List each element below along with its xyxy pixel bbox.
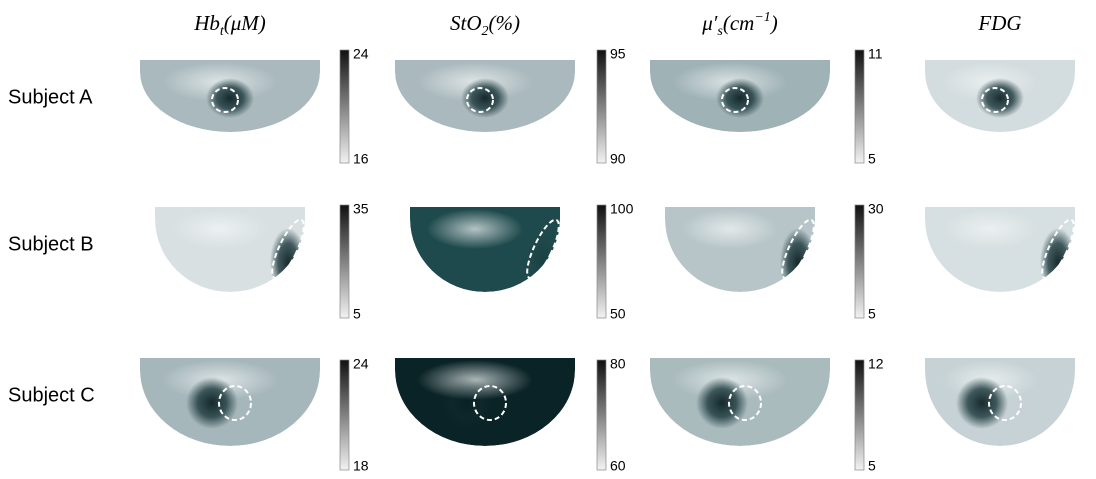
image-spot — [461, 78, 509, 118]
image-highlight — [942, 209, 1038, 249]
image-panel — [410, 207, 561, 296]
colorbar-min: 50 — [610, 306, 626, 322]
colorbar-max: 80 — [610, 356, 626, 372]
column-header: Hbt(μM) — [193, 11, 266, 39]
image-panel — [155, 207, 306, 296]
image-spot — [696, 377, 748, 429]
header-part: (μM) — [224, 11, 266, 35]
row-label: Subject C — [8, 384, 95, 406]
colorbar-max: 12 — [868, 356, 884, 372]
colorbar — [597, 205, 606, 318]
colorbar — [855, 50, 864, 163]
header-part: Hb — [193, 11, 220, 35]
image-spot — [270, 228, 306, 296]
header-part: 2 — [482, 24, 489, 39]
image-panel — [925, 60, 1075, 132]
column-header: μ′s(cm−1) — [701, 10, 778, 39]
image-spot — [186, 377, 238, 429]
image-spot — [976, 78, 1024, 118]
colorbar-min: 5 — [868, 458, 876, 474]
colorbar-min: 16 — [353, 151, 369, 167]
colorbar-max: 100 — [610, 201, 634, 217]
colorbar-min: 18 — [353, 458, 369, 474]
colorbar-min: 90 — [610, 151, 626, 167]
colorbar — [340, 50, 349, 163]
image-panel — [650, 60, 830, 132]
row-label: Subject A — [8, 86, 93, 108]
colorbar-max: 30 — [868, 201, 884, 217]
image-panel — [140, 358, 320, 446]
column-header: FDG — [977, 11, 1021, 35]
colorbar — [855, 360, 864, 470]
header-part: ) — [770, 11, 778, 35]
figure: Hbt(μM) StO2(%) μ′s(cm−1) FDG Subject A 24 16 9… — [0, 0, 1096, 479]
header-part: μ′ — [701, 11, 718, 35]
header-part: −1 — [754, 10, 770, 25]
colorbar-min: 5 — [868, 306, 876, 322]
image-spot — [780, 228, 816, 296]
colorbar-max: 24 — [353, 46, 369, 62]
image-spot — [525, 228, 561, 296]
colorbar-max: 11 — [868, 46, 883, 62]
colorbar — [340, 360, 349, 470]
header-part: (%) — [489, 11, 520, 35]
image-highlight — [172, 209, 268, 249]
colorbar-max: 24 — [353, 356, 369, 372]
colorbar — [597, 360, 606, 470]
colorbar-min: 5 — [353, 306, 361, 322]
header-part: (cm — [723, 11, 754, 35]
colorbar — [597, 50, 606, 163]
colorbar-min: 5 — [868, 151, 876, 167]
image-spot — [716, 78, 764, 118]
image-spot — [956, 377, 1008, 429]
image-highlight — [682, 209, 778, 249]
image-spot — [441, 377, 493, 429]
colorbar — [340, 205, 349, 318]
row-label: Subject B — [8, 233, 94, 255]
image-panel — [650, 358, 830, 446]
image-panel — [140, 60, 320, 132]
colorbar-min: 60 — [610, 458, 626, 474]
header-part: StO — [450, 11, 482, 35]
colorbar-max: 35 — [353, 201, 369, 217]
image-spot — [206, 78, 254, 118]
image-panel — [925, 358, 1075, 446]
image-spot — [1040, 228, 1076, 296]
colorbar-max: 95 — [610, 46, 626, 62]
header-part: FDG — [977, 11, 1021, 35]
colorbar — [855, 205, 864, 318]
image-highlight — [427, 209, 523, 249]
image-panel — [395, 358, 575, 446]
image-panel — [665, 207, 816, 296]
image-panel — [395, 60, 575, 132]
image-panel — [925, 207, 1076, 296]
column-header: StO2(%) — [450, 11, 520, 39]
